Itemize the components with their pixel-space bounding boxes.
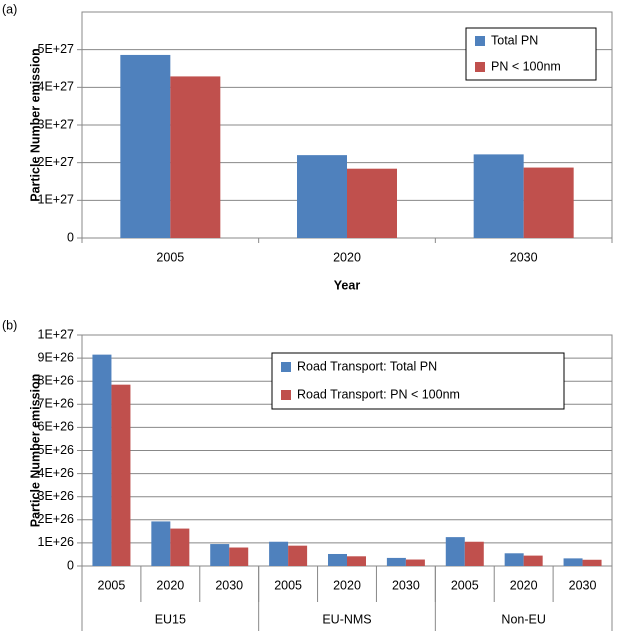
- y-axis-label: Particle Number emission: [28, 374, 42, 528]
- bar: [582, 559, 602, 566]
- bar: [210, 544, 230, 566]
- x-tick-label: 2005: [274, 578, 302, 592]
- bar: [464, 541, 484, 566]
- bar: [328, 553, 347, 566]
- legend-box: [271, 352, 565, 410]
- bar: [120, 54, 171, 238]
- bar: [92, 354, 112, 566]
- y-tick-label: 0: [67, 558, 74, 572]
- y-tick-label: 0: [67, 230, 74, 244]
- legend-swatch: [475, 62, 485, 72]
- group-label: EU-NMS: [322, 612, 371, 626]
- x-axis-label: Year: [334, 278, 361, 292]
- y-tick-label: 3E+27: [38, 117, 75, 131]
- bar: [297, 155, 347, 238]
- bar: [170, 528, 190, 566]
- y-tick-label: 1E+26: [38, 535, 75, 549]
- legend-label: Road Transport: PN < 100nm: [297, 387, 460, 401]
- x-tick-label: 2020: [333, 250, 361, 264]
- legend-swatch: [281, 390, 291, 400]
- bar: [386, 557, 406, 566]
- y-tick-label: 6E+26: [38, 420, 75, 434]
- legend-label: Total PN: [491, 33, 538, 47]
- bar: [563, 558, 583, 566]
- bar: [288, 545, 308, 566]
- group-label: EU15: [155, 612, 186, 626]
- bar: [473, 154, 524, 238]
- y-tick-label: 3E+26: [38, 489, 75, 503]
- panel-label: (a): [2, 2, 17, 16]
- panel-label: (b): [2, 318, 17, 332]
- x-tick-label: 2005: [98, 578, 126, 592]
- x-tick-label: 2020: [510, 578, 538, 592]
- legend-swatch: [475, 36, 485, 46]
- y-tick-label: 5E+26: [38, 443, 75, 457]
- y-tick-label: 5E+27: [38, 42, 75, 56]
- bar: [523, 167, 574, 238]
- bar: [151, 521, 171, 566]
- bar: [111, 384, 131, 566]
- group-label: Non-EU: [501, 612, 545, 626]
- bar: [347, 168, 397, 238]
- bar: [405, 559, 425, 566]
- y-tick-label: 4E+27: [38, 80, 75, 94]
- bar: [523, 555, 543, 566]
- y-tick-label: 2E+26: [38, 512, 75, 526]
- bar: [347, 556, 366, 566]
- legend-swatch: [281, 362, 291, 372]
- x-tick-label: 2020: [333, 578, 361, 592]
- y-tick-label: 9E+26: [38, 350, 75, 364]
- y-tick-label: 1E+27: [38, 327, 75, 341]
- y-tick-label: 4E+26: [38, 466, 75, 480]
- legend-box: [465, 27, 597, 81]
- y-axis-label: Particle Number emission: [28, 48, 42, 202]
- bar: [445, 537, 465, 566]
- bar: [229, 547, 249, 566]
- x-tick-label: 2020: [156, 578, 184, 592]
- y-tick-label: 2E+27: [38, 155, 75, 169]
- x-tick-label: 2005: [156, 250, 184, 264]
- bar: [504, 553, 524, 566]
- x-tick-label: 2030: [569, 578, 597, 592]
- x-tick-label: 2030: [215, 578, 243, 592]
- x-tick-label: 2030: [510, 250, 538, 264]
- legend-label: Road Transport: Total PN: [297, 359, 437, 373]
- bar: [269, 541, 289, 566]
- x-tick-label: 2030: [392, 578, 420, 592]
- y-tick-label: 1E+27: [38, 193, 75, 207]
- y-tick-label: 7E+26: [38, 397, 75, 411]
- bar: [170, 76, 221, 238]
- y-tick-label: 8E+26: [38, 373, 75, 387]
- x-tick-label: 2005: [451, 578, 479, 592]
- legend-label: PN < 100nm: [491, 59, 561, 73]
